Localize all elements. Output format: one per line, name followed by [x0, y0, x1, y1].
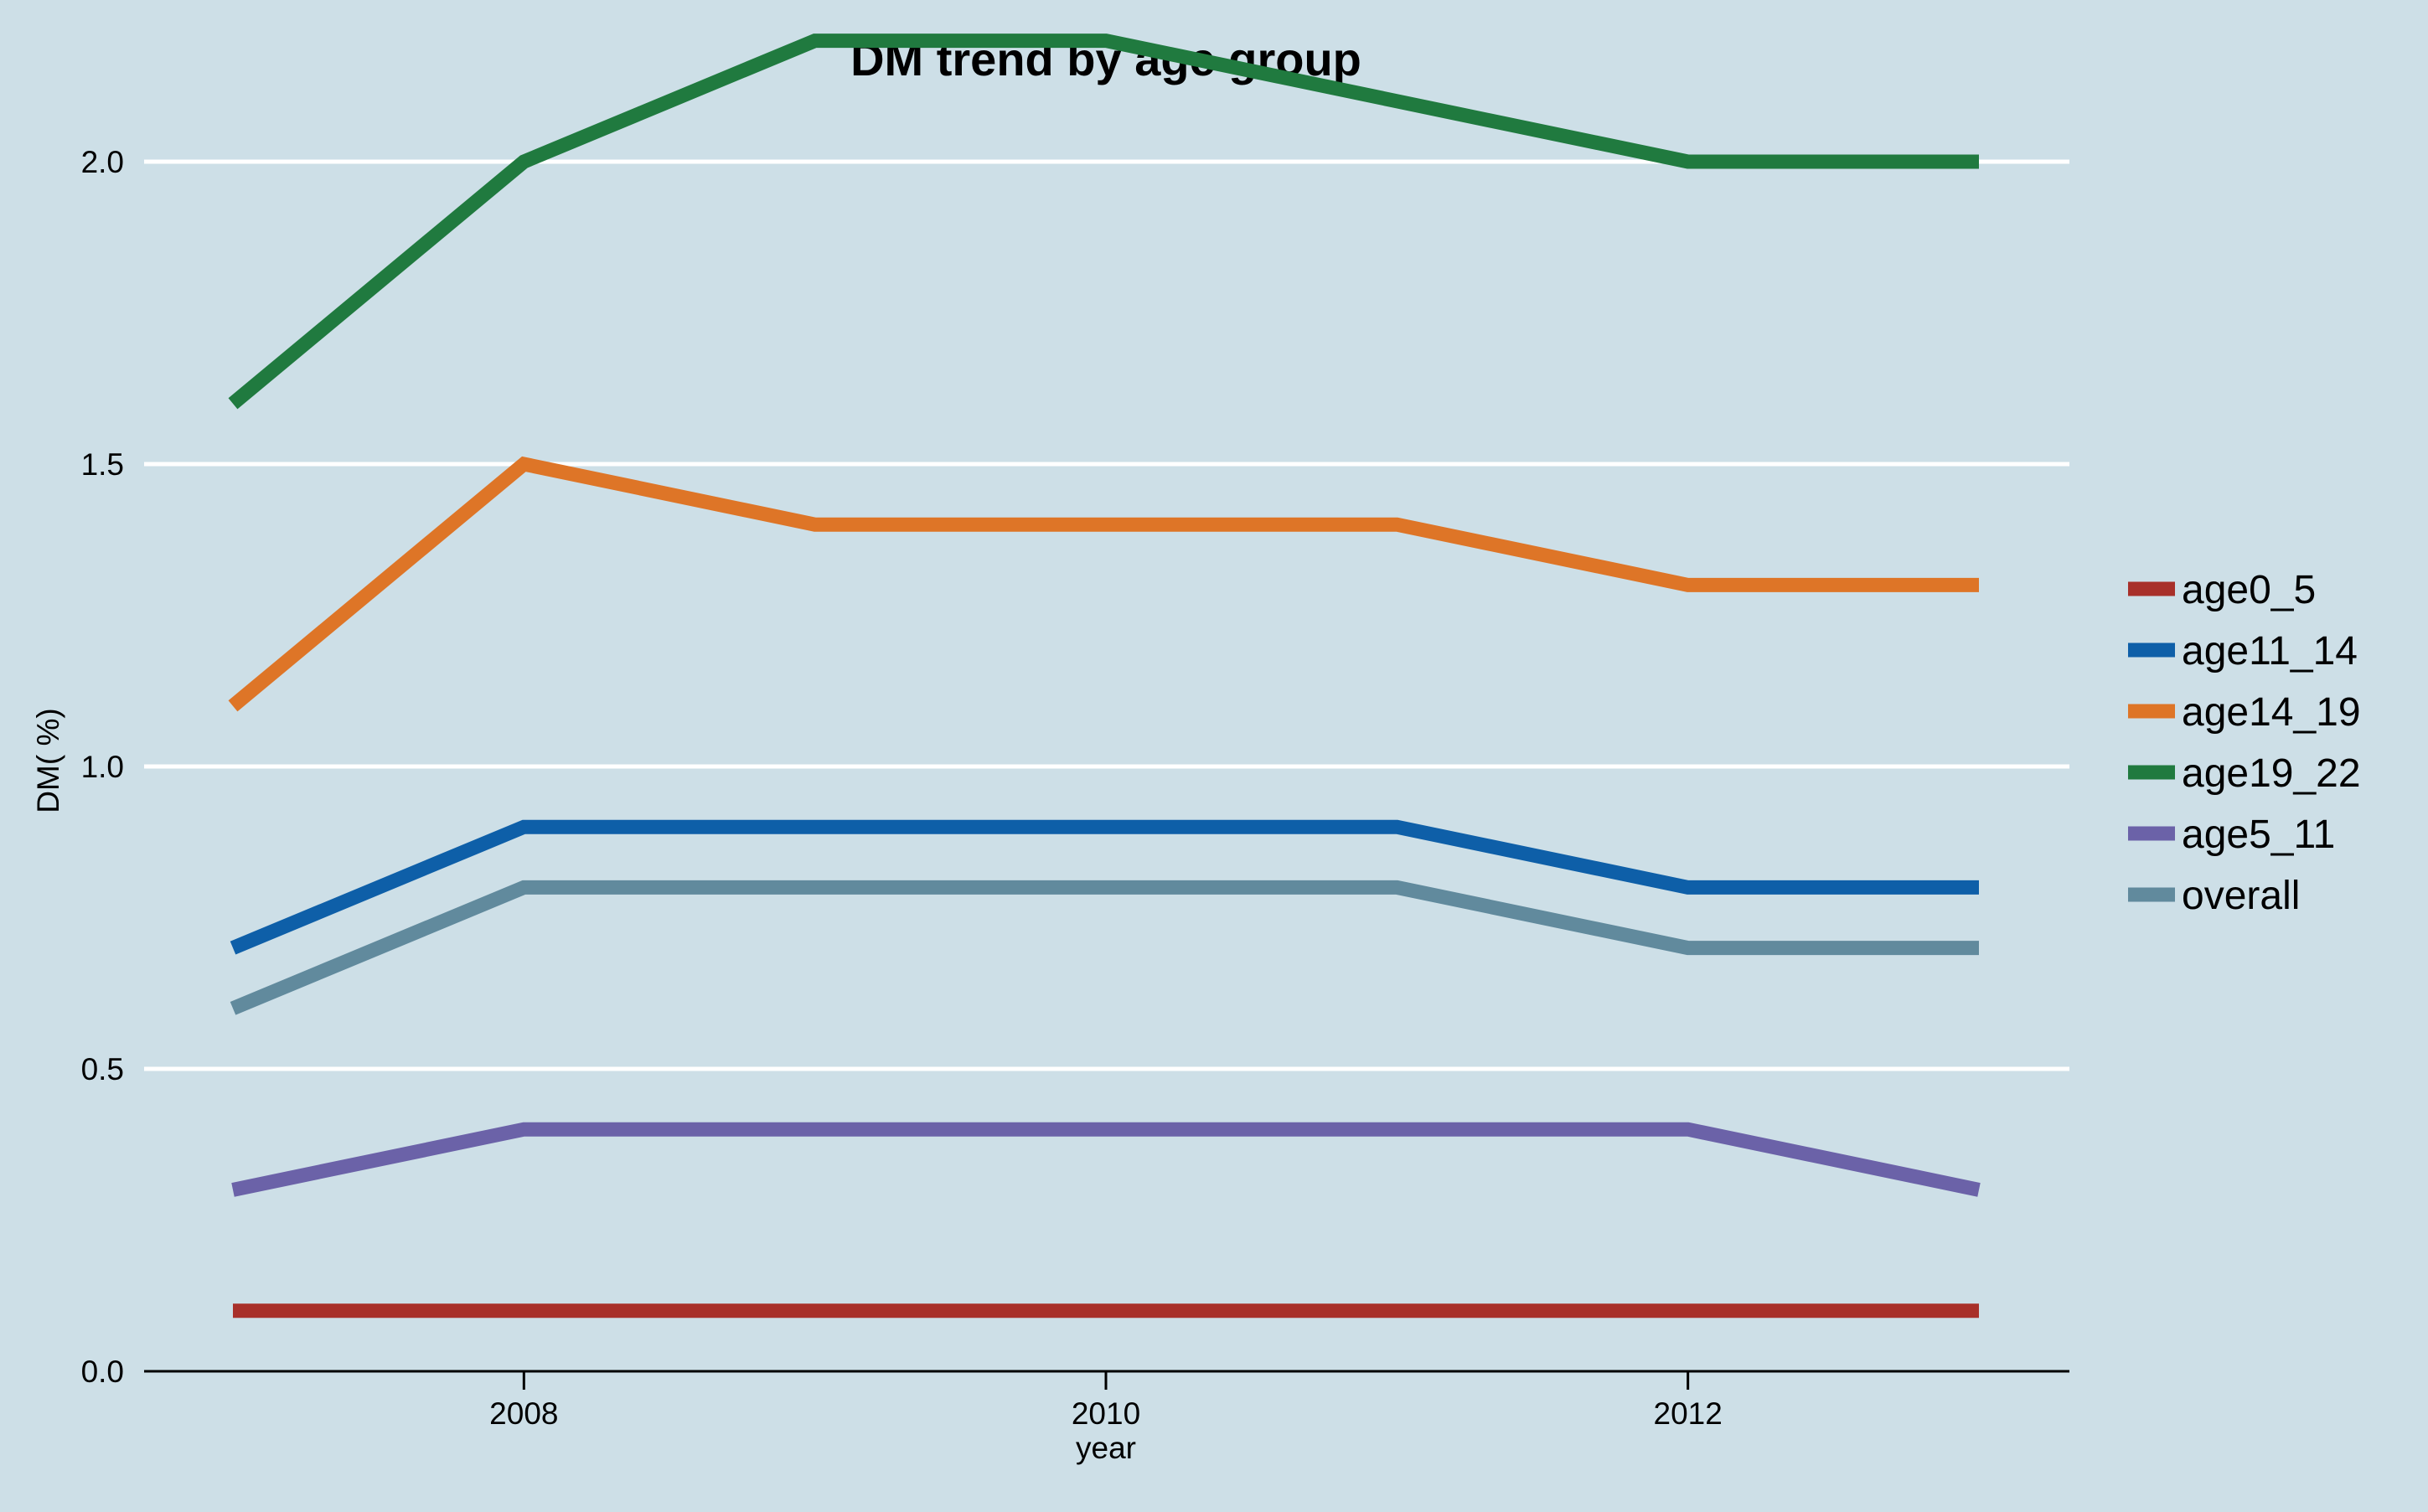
gridlines — [144, 159, 2069, 1071]
legend-label-overall: overall — [2182, 874, 2300, 918]
series-line-age11_14 — [230, 819, 1979, 955]
series-line-age14_19 — [228, 456, 1979, 712]
y-tick-label: 0.0 — [81, 1355, 124, 1389]
series-line-age19_22 — [228, 34, 1979, 410]
y-tick-label: 2.0 — [81, 145, 124, 179]
y-tick-label: 0.5 — [81, 1052, 124, 1086]
legend-label-age14_19: age14_19 — [2182, 690, 2361, 735]
y-tick-label: 1.5 — [81, 447, 124, 482]
series-line-overall — [230, 880, 1979, 1015]
legend-label-age19_22: age19_22 — [2182, 751, 2361, 796]
y-axis-label: DM( %) — [31, 708, 65, 813]
x-axis-label: year — [1076, 1431, 1136, 1465]
y-tick-labels: 0.0 0.5 1.0 1.5 2.0 — [81, 145, 124, 1389]
series-lines — [228, 34, 1981, 1318]
x-tick-label: 2010 — [1072, 1396, 1140, 1431]
legend-label-age0_5: age0_5 — [2182, 568, 2316, 612]
x-tick-label: 2008 — [489, 1396, 558, 1431]
x-ticks: 2008 2010 2012 — [489, 1371, 1723, 1431]
legend: age0_5 age11_14 age14_19 age19_22 age5_11ove… — [2128, 568, 2361, 918]
x-tick-label: 2012 — [1654, 1396, 1723, 1431]
series-line-age5_11 — [231, 1122, 1981, 1197]
legend-label-age5_11: age5_11 — [2182, 813, 2335, 857]
legend-label-age11_14: age11_14 — [2182, 629, 2358, 673]
y-tick-label: 1.0 — [81, 750, 124, 784]
